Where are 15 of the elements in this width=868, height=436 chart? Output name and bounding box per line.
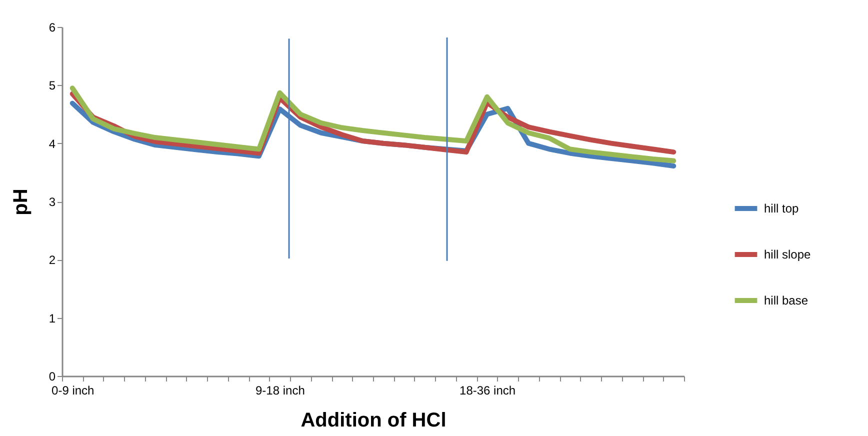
legend-label: hill top bbox=[764, 202, 800, 216]
legend-label: hill base bbox=[764, 294, 808, 308]
y-tick-label: 0 bbox=[48, 370, 56, 384]
y-tick-label: 5 bbox=[48, 78, 56, 93]
y-tick-label: 4 bbox=[48, 136, 56, 151]
x-axis-title: Addition of HCl bbox=[300, 410, 446, 432]
y-tick-label: 1 bbox=[48, 311, 56, 326]
legend-label: hill slope bbox=[764, 248, 812, 262]
x-tick-label: 18-36 inch bbox=[460, 384, 516, 398]
y-tick-label: 2 bbox=[48, 253, 56, 268]
x-tick-label: 0-9 inch bbox=[52, 384, 94, 398]
x-tick-label: 9-18 inch bbox=[256, 384, 305, 398]
y-tick-label: 6 bbox=[48, 20, 56, 34]
y-axis-title: pH bbox=[10, 188, 32, 216]
y-tick-label: 3 bbox=[48, 195, 56, 209]
